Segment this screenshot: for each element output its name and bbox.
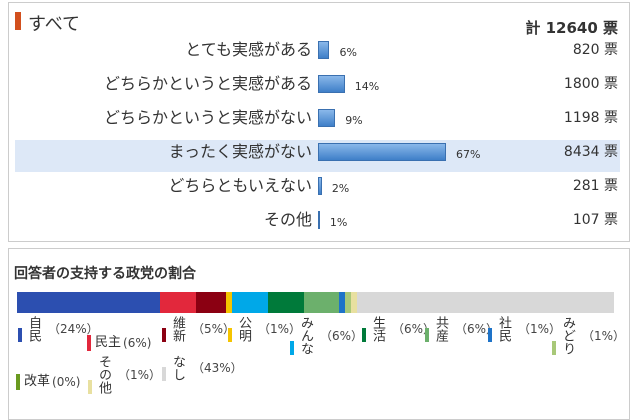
- legend-name: 自民: [26, 316, 41, 342]
- bar: [318, 109, 336, 127]
- party-segment: [267, 292, 304, 313]
- percent-label: 9%: [345, 114, 363, 127]
- title-marker: [15, 12, 21, 30]
- legend-marker: [290, 341, 294, 355]
- legend-marker: [425, 328, 429, 342]
- poll-page: すべて 計 12640 票 回答者の支持する政党の割合 とても実感がある 6% 82…: [8, 2, 630, 420]
- legend-item: その他 （1%）: [88, 355, 161, 394]
- legend-share: （1%）: [518, 322, 562, 336]
- legend-name: なし: [170, 355, 185, 381]
- legend-name: 生活: [370, 316, 385, 342]
- percent-label: 67%: [455, 148, 481, 161]
- row-label: その他: [263, 210, 312, 229]
- legend-name: 共産: [433, 316, 448, 342]
- legend-item: 自民 （24%）: [18, 316, 99, 342]
- legend-name: 改革: [24, 374, 51, 389]
- bar: [318, 211, 320, 229]
- legend-marker: [162, 328, 166, 342]
- bar: [318, 75, 345, 93]
- vote-count: 1800 票: [563, 76, 618, 92]
- party-title: 回答者の支持する政党の割合: [14, 266, 196, 282]
- legend-item: 民主 (6%): [87, 333, 151, 353]
- legend-share: （6%）: [320, 328, 364, 343]
- party-segment: [303, 292, 340, 313]
- percent-label: 1%: [329, 216, 348, 229]
- legend-share: （24%）: [48, 322, 99, 336]
- party-segment: [196, 292, 226, 313]
- legend-item: 共産 （6%）: [425, 316, 498, 342]
- legend-item: みどり （1%）: [552, 316, 625, 355]
- bar: [318, 41, 330, 59]
- vote-count: 281 票: [572, 178, 618, 194]
- legend-item: みんな （6%）: [290, 316, 363, 355]
- legend-share: （43%）: [192, 361, 243, 375]
- legend-item: 公明 （1%）: [228, 316, 301, 342]
- legend-marker: [88, 380, 92, 394]
- percent-label: 14%: [354, 80, 380, 93]
- legend-share: (6%): [123, 336, 152, 350]
- legend-share: （5%）: [192, 322, 236, 336]
- legend-marker: [162, 367, 166, 381]
- party-segment: [160, 292, 197, 313]
- legend-share: （6%）: [392, 322, 436, 336]
- legend-item: 維新 （5%）: [162, 316, 235, 342]
- legend-marker: [87, 335, 91, 351]
- legend-share: (0%): [52, 375, 81, 389]
- legend-name: 公明: [236, 316, 251, 342]
- legend-share: （1%）: [258, 322, 302, 336]
- row-label: まったく実感がない: [168, 142, 312, 161]
- vote-count: 1198 票: [563, 110, 618, 126]
- row-label: とても実感がある: [185, 40, 312, 59]
- legend-marker: [16, 374, 20, 390]
- bar: [318, 143, 446, 161]
- legend-name: 民主: [95, 335, 122, 350]
- party-segment: [357, 292, 614, 313]
- legend-item: 改革 (0%): [16, 372, 80, 392]
- vote-count: 8434 票: [563, 144, 618, 160]
- legend-name: みどり: [560, 316, 575, 355]
- party-segment: [339, 292, 346, 313]
- row-label: どちらかというと実感がある: [103, 74, 312, 93]
- party-segment: [345, 292, 352, 313]
- party-segment: [231, 292, 268, 313]
- legend-marker: [552, 341, 556, 355]
- percent-label: 2%: [331, 182, 350, 195]
- vote-count: 107 票: [572, 212, 618, 228]
- legend-marker: [488, 328, 492, 342]
- row-highlight: [15, 140, 620, 172]
- legend-marker: [18, 328, 22, 342]
- percent-label: 6%: [339, 46, 357, 59]
- legend-item: 社民 （1%）: [488, 316, 561, 342]
- row-label: どちらかというと実感がない: [103, 108, 312, 127]
- legend-name: 維新: [170, 316, 185, 342]
- party-segment: [225, 292, 232, 313]
- legend-name: その他: [96, 355, 111, 394]
- legend-item: なし （43%）: [162, 355, 243, 381]
- legend-item: 生活 （6%）: [362, 316, 435, 342]
- party-segment: [351, 292, 358, 313]
- legend-share: （6%）: [455, 322, 499, 336]
- bar: [318, 177, 322, 195]
- vote-count: 820 票: [572, 42, 618, 58]
- legend-marker: [228, 328, 232, 342]
- legend-name: 社民: [496, 316, 511, 342]
- party-segment: [17, 292, 161, 313]
- legend-share: （1%）: [118, 367, 162, 382]
- panel-title: すべて: [28, 14, 81, 35]
- legend-name: みんな: [298, 316, 313, 355]
- legend-share: （1%）: [582, 328, 626, 343]
- total-votes: 計 12640 票: [525, 19, 618, 37]
- row-label: どちらともいえない: [168, 176, 312, 195]
- legend-marker: [362, 328, 366, 342]
